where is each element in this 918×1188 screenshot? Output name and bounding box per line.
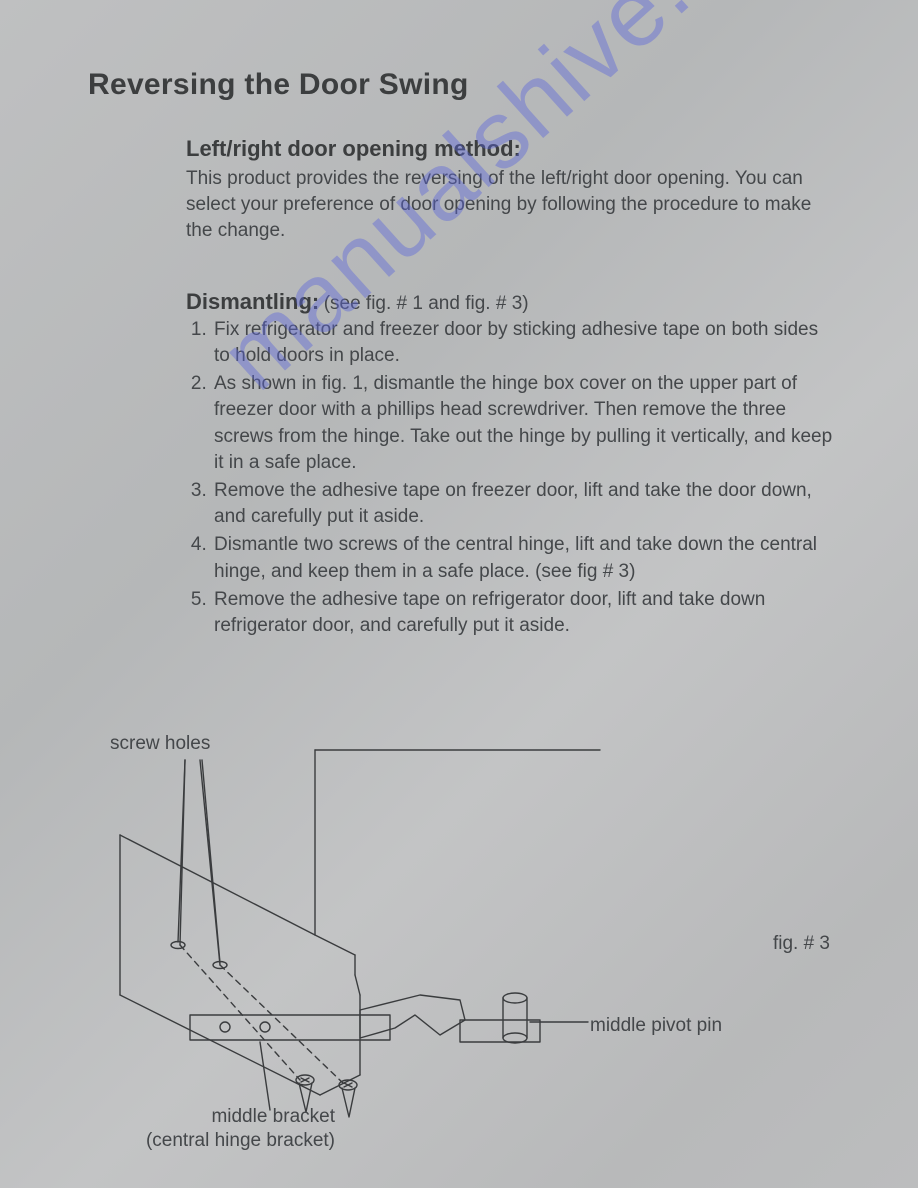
figure-3-diagram: screw holes fig. # 3 middle pivot pin mi…: [60, 720, 860, 1150]
list-item: As shown in fig. 1, dismantle the hinge …: [212, 371, 838, 476]
label-line2: (central hinge bracket): [146, 1130, 335, 1151]
manual-page: manualshive.com Reversing the Door Swing…: [0, 0, 918, 1188]
label-screw-holes: screw holes: [110, 732, 210, 756]
label-fig-caption: fig. # 3: [773, 932, 830, 956]
label-line1: middle bracket: [211, 1106, 335, 1127]
list-item: Remove the adhesive tape on freezer door…: [212, 478, 838, 530]
section-dismantling: Dismantling: (see fig. # 1 and fig. # 3)…: [186, 289, 838, 640]
list-item: Fix refrigerator and freezer door by sti…: [212, 317, 838, 369]
section-method: Left/right door opening method: This pro…: [186, 136, 838, 245]
dismantling-steps-list: Fix refrigerator and freezer door by sti…: [186, 317, 838, 640]
dismantling-heading: Dismantling:: [186, 289, 319, 314]
list-item: Remove the adhesive tape on refrigerator…: [212, 587, 838, 639]
dismantling-paren: (see fig. # 1 and fig. # 3): [324, 293, 529, 314]
diagram-svg: [60, 720, 860, 1150]
method-body: This product provides the reversing of t…: [186, 166, 838, 245]
method-heading: Left/right door opening method:: [186, 136, 838, 162]
label-middle-bracket: middle bracket (central hinge bracket): [135, 1105, 335, 1153]
page-title: Reversing the Door Swing: [88, 68, 858, 102]
label-middle-pivot: middle pivot pin: [590, 1014, 722, 1038]
list-item: Dismantle two screws of the central hing…: [212, 532, 838, 584]
